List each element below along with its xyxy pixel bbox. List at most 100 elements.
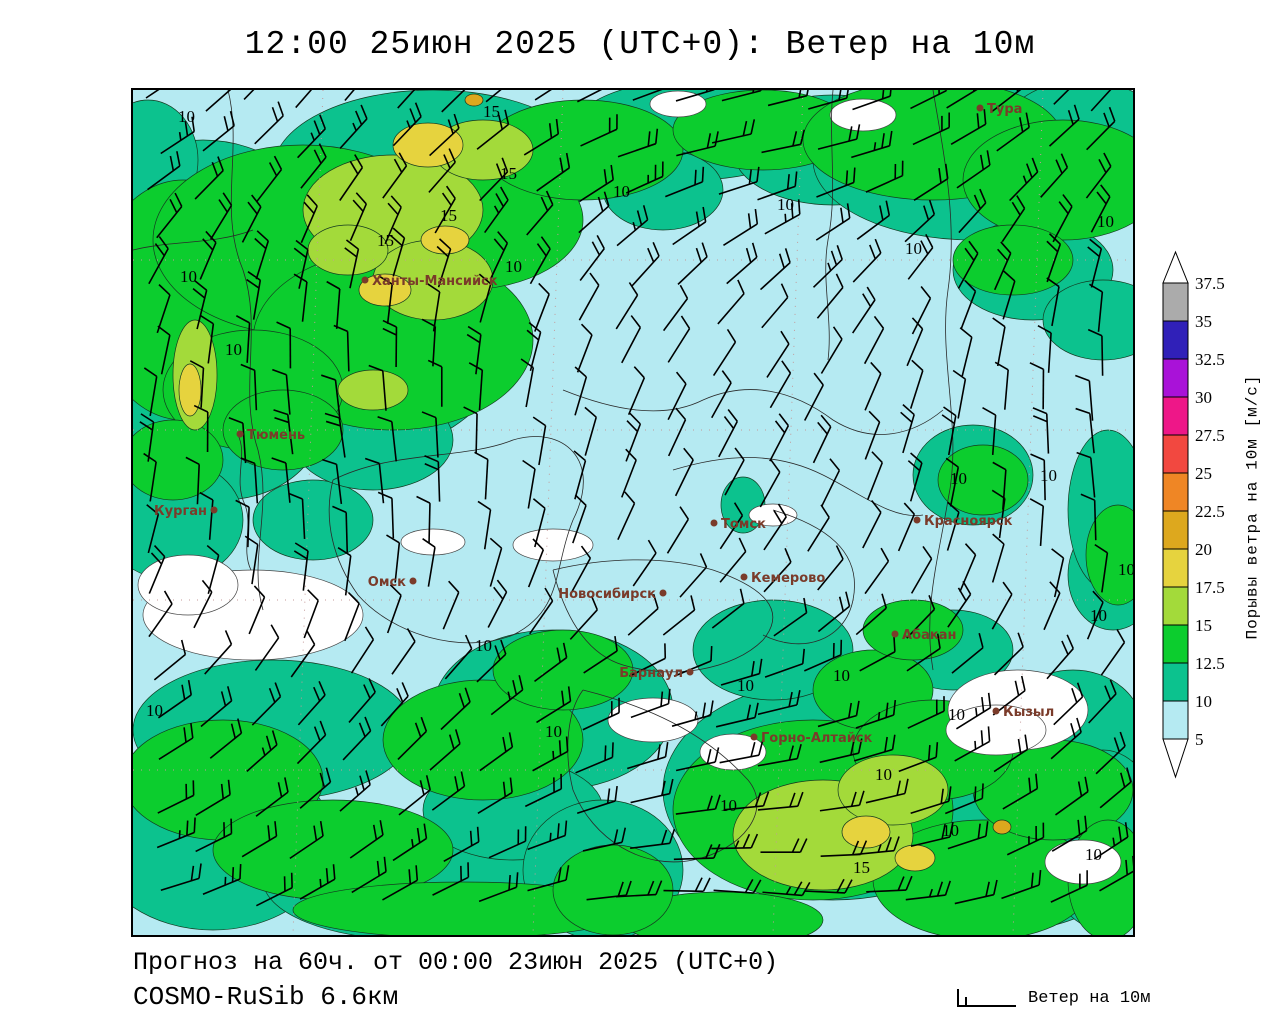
wind-barb	[489, 231, 509, 280]
gust-region-white	[748, 503, 798, 527]
wind-barb	[625, 161, 664, 194]
wind-barb	[202, 864, 242, 895]
wind-barb	[386, 534, 401, 583]
wind-barb	[993, 734, 1029, 773]
gust-region-white	[400, 528, 466, 556]
wind-barb	[817, 124, 861, 150]
wind-barb	[195, 779, 231, 816]
wind-barb	[820, 458, 841, 507]
wind-barb	[392, 102, 422, 147]
wind-barb	[665, 166, 705, 198]
colorbar-tick-label: 27.5	[1195, 426, 1225, 445]
gust-region-green	[862, 599, 964, 661]
city-marker	[210, 506, 218, 514]
wind-barb	[631, 241, 660, 287]
wind-barb	[148, 544, 166, 594]
wind-barb	[246, 271, 262, 320]
contour-label: 10	[178, 107, 195, 126]
wind-barb	[1087, 238, 1103, 288]
wind-barb	[1040, 153, 1069, 198]
wind-barb	[582, 697, 620, 731]
city-marker	[361, 276, 369, 284]
wind-barb	[235, 315, 251, 363]
contour-label: 10	[950, 469, 967, 488]
colorbar-segment	[1162, 548, 1189, 588]
wind-barb	[351, 856, 387, 894]
wind-barb	[299, 864, 336, 900]
contour-label: 15	[483, 102, 500, 121]
wind-barb	[957, 240, 979, 289]
wind-barb	[671, 700, 714, 727]
wind-barb	[1090, 90, 1112, 112]
gust-region-white	[945, 704, 1047, 756]
gust-region-white	[829, 98, 897, 132]
wind-barb	[911, 285, 932, 335]
wind-barb	[663, 877, 711, 893]
city-marker	[750, 733, 758, 741]
wind-barb	[804, 639, 843, 672]
wind-barb	[944, 783, 984, 815]
city-label: Кемерово	[751, 571, 825, 586]
wind-barb	[339, 770, 371, 812]
wind-barb	[851, 130, 893, 159]
contour-label: 10	[875, 765, 892, 784]
wind-barb	[529, 587, 554, 635]
wind-barb	[478, 872, 519, 903]
wind-barb	[906, 595, 936, 639]
wind-barb	[574, 366, 588, 416]
wind-barb	[476, 109, 510, 150]
wind-barb	[630, 778, 674, 804]
colorbar-tick-label: 17.5	[1195, 578, 1225, 597]
wind-barb	[303, 589, 319, 639]
wind-barb	[428, 148, 456, 193]
wind-barb	[865, 778, 909, 804]
wind-barb	[713, 878, 762, 894]
gust-region-white	[607, 697, 699, 743]
wind-barb	[479, 157, 509, 202]
wind-barb	[326, 280, 341, 329]
wind-barb	[632, 539, 657, 587]
wind-barb	[579, 164, 614, 203]
wind-barb	[906, 317, 924, 367]
wind-barb	[523, 118, 560, 156]
wind-barb	[672, 206, 707, 246]
wind-barb	[255, 777, 289, 817]
wind-barb	[580, 114, 618, 147]
wind-barb	[1002, 773, 1039, 810]
wind-barb	[271, 457, 291, 503]
wind-barb	[192, 280, 208, 330]
contour-label: 10	[475, 636, 492, 655]
wind-barb	[1029, 362, 1045, 410]
wind-barb	[723, 208, 759, 246]
region-border	[672, 457, 924, 517]
contour-label: 10	[777, 195, 794, 214]
city-label: Новосибирск	[558, 587, 656, 602]
wind-barb	[382, 865, 419, 901]
region-border	[552, 559, 774, 673]
wind-barb	[1086, 106, 1116, 151]
wind-barb	[582, 827, 627, 852]
city-marker	[236, 430, 244, 438]
wind-barb	[254, 101, 284, 145]
wind-barb	[719, 502, 744, 550]
wind-barb	[757, 791, 804, 811]
wind-barb	[148, 236, 169, 285]
wind-barb	[240, 363, 258, 411]
city-label: Курган	[154, 504, 207, 519]
contour-label: 15	[440, 206, 457, 225]
city-label: Кызыл	[1003, 705, 1054, 720]
wind-barb	[204, 630, 233, 675]
wind-barb	[947, 580, 972, 628]
wind-barb	[299, 767, 332, 809]
wind-barb	[852, 238, 882, 283]
wind-barb	[440, 687, 471, 731]
wind-barb	[339, 154, 364, 201]
wind-barb	[295, 90, 313, 109]
colorbar-tick-label: 25	[1195, 464, 1212, 483]
colorbar-tick-label: 37.5	[1195, 274, 1225, 293]
wind-barb	[532, 416, 547, 466]
city-label: Томск	[721, 517, 766, 532]
wind-barb	[534, 642, 568, 683]
wind-barb	[1089, 283, 1104, 332]
wind-barb	[397, 90, 416, 109]
